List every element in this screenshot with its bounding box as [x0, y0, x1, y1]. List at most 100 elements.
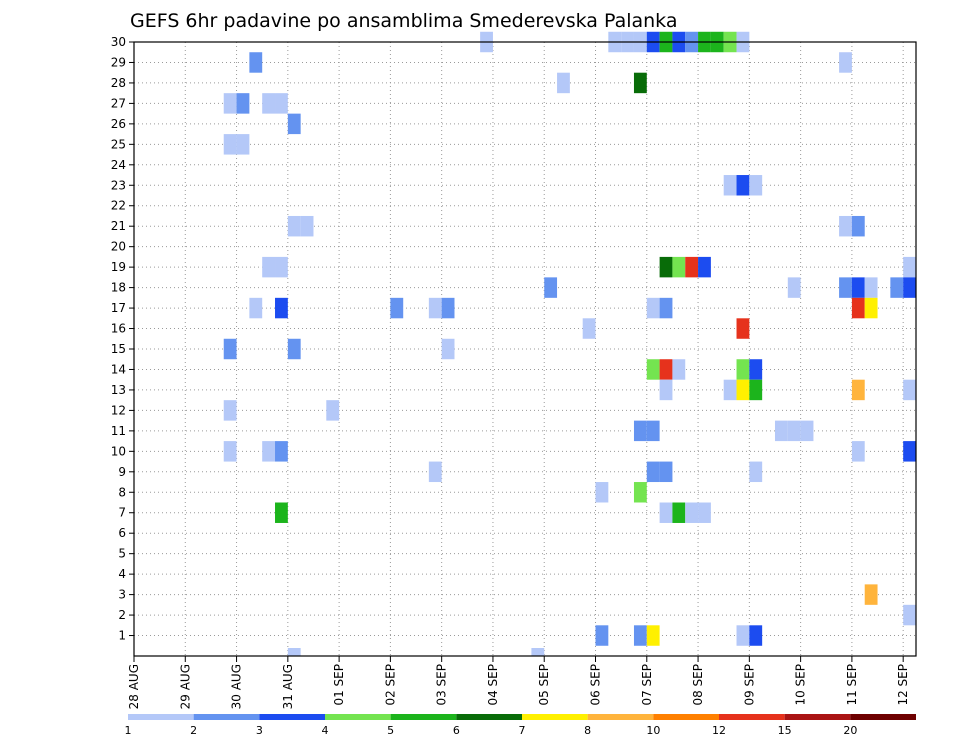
precip-cell — [659, 461, 673, 483]
precip-cell — [275, 502, 288, 523]
y-tick-label: 4 — [118, 567, 126, 581]
precip-cell — [223, 93, 237, 114]
precip-cell — [531, 648, 545, 656]
precip-cell — [326, 400, 340, 421]
precip-cell — [287, 113, 301, 135]
precip-cell — [557, 72, 570, 94]
legend-swatch — [653, 714, 719, 720]
precip-cell — [236, 93, 250, 114]
precip-cell — [787, 277, 801, 298]
precip-cell — [275, 93, 288, 114]
precip-cell — [864, 297, 878, 319]
y-tick-label: 9 — [118, 465, 126, 479]
precip-cell — [646, 625, 660, 646]
legend-label: 15 — [778, 724, 792, 737]
x-tick-label: 29 AUG — [178, 664, 192, 709]
y-tick-label: 28 — [111, 76, 126, 90]
precip-cell — [685, 256, 699, 278]
y-tick-label: 12 — [111, 403, 126, 417]
grid-lines — [133, 41, 916, 656]
legend-swatch — [587, 714, 654, 720]
precip-cell — [903, 256, 916, 278]
precip-cell — [223, 441, 237, 462]
y-tick-label: 30 — [111, 35, 126, 49]
x-tick-label: 11 SEP — [845, 664, 859, 706]
y-tick-label: 22 — [111, 199, 126, 213]
precip-cell — [749, 625, 763, 646]
legend-label: 3 — [256, 724, 263, 737]
legend-label: 2 — [190, 724, 197, 737]
legend-label: 5 — [387, 724, 394, 737]
legend-label: 7 — [519, 724, 526, 737]
precip-cell — [736, 625, 750, 646]
precip-cell — [672, 502, 686, 523]
precip-cell — [646, 359, 660, 380]
precip-cell — [851, 297, 865, 319]
precip-cell — [646, 420, 660, 442]
precip-cell — [774, 420, 788, 442]
legend-label: 12 — [712, 724, 726, 737]
y-tick-label: 26 — [111, 117, 126, 131]
precip-cell — [249, 52, 263, 73]
legend-swatch — [390, 714, 457, 720]
x-tick-label: 12 SEP — [896, 664, 910, 706]
y-tick-label: 5 — [118, 547, 126, 561]
precip-cell — [544, 277, 558, 298]
precip-cell — [249, 297, 263, 319]
precip-cell — [659, 502, 673, 523]
precip-cell — [646, 461, 660, 483]
legend-swatch — [193, 714, 260, 720]
x-tick-label: 28 AUG — [127, 664, 141, 709]
precip-cell — [262, 93, 276, 114]
legend-swatch — [325, 714, 391, 720]
precipitation-cells — [223, 31, 916, 656]
precip-cell — [723, 175, 737, 196]
precip-cell — [582, 318, 596, 339]
x-tick-label: 10 SEP — [794, 664, 808, 706]
precip-cell — [736, 175, 750, 196]
legend-label: 20 — [843, 724, 857, 737]
precip-cell — [800, 420, 814, 442]
legend-swatch — [259, 714, 325, 720]
precip-cell — [672, 256, 686, 278]
x-tick-label: 02 SEP — [383, 664, 397, 706]
precip-cell — [864, 584, 878, 605]
precip-cell — [223, 400, 237, 421]
y-tick-label: 20 — [111, 240, 126, 254]
legend-label: 8 — [584, 724, 591, 737]
precip-cell — [903, 441, 916, 462]
y-tick-label: 7 — [118, 506, 126, 520]
chart-title: GEFS 6hr padavine po ansamblima Smederev… — [130, 10, 677, 32]
axes: 1234567891011121314151617181920212223242… — [111, 35, 910, 709]
legend-swatch — [522, 714, 588, 720]
precip-cell — [275, 297, 288, 319]
precip-cell — [633, 625, 647, 646]
x-tick-label: 03 SEP — [435, 664, 449, 706]
y-tick-label: 29 — [111, 55, 126, 69]
precip-cell — [659, 256, 673, 278]
precip-cell — [441, 297, 455, 319]
y-tick-label: 23 — [111, 178, 126, 192]
precip-cell — [787, 420, 801, 442]
precip-cell — [749, 379, 763, 401]
precip-cell — [646, 297, 660, 319]
precip-cell — [736, 379, 750, 401]
precip-cell — [275, 441, 288, 462]
y-tick-label: 21 — [111, 219, 126, 233]
x-tick-label: 01 SEP — [332, 664, 346, 706]
x-tick-label: 07 SEP — [640, 664, 654, 706]
y-tick-label: 27 — [111, 96, 126, 110]
y-tick-label: 19 — [111, 260, 126, 274]
precip-cell — [839, 277, 852, 298]
x-tick-label: 30 AUG — [230, 664, 244, 709]
y-tick-label: 1 — [118, 629, 126, 643]
precip-cell — [698, 256, 711, 278]
precip-cell — [903, 604, 916, 626]
precip-cell — [236, 134, 250, 155]
precip-cell — [890, 277, 904, 298]
precip-cell — [223, 338, 237, 360]
precip-cell — [864, 277, 878, 298]
precip-cell — [903, 379, 916, 401]
precip-cell — [428, 461, 442, 483]
y-tick-label: 24 — [111, 158, 126, 172]
